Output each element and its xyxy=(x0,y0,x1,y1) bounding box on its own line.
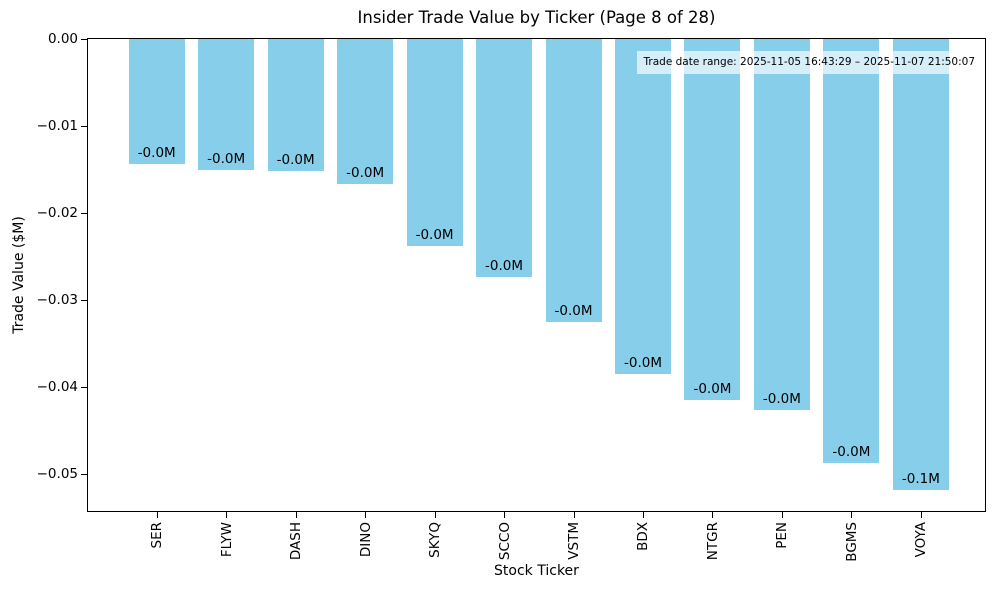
x-tick-label-scco: SCCO xyxy=(496,522,513,561)
trade-date-range-annotation: Trade date range: 2025-11-05 16:43:29 – … xyxy=(636,51,982,74)
bar-bdx xyxy=(614,39,671,374)
x-tick-label-dino: DINO xyxy=(357,522,374,558)
bar-value-label: -0.0M xyxy=(485,258,524,275)
x-tick-label-ntgr: NTGR xyxy=(704,522,721,561)
bar-value-label: -0.0M xyxy=(346,165,385,182)
y-axis-label: Trade Value ($M) xyxy=(11,216,27,334)
x-tick-label-vstm: VSTM xyxy=(566,522,583,560)
x-tick-mark xyxy=(781,512,783,518)
x-tick-label-pen: PEN xyxy=(774,522,791,549)
y-tick-mark xyxy=(81,386,87,388)
bar-value-label: -0.0M xyxy=(415,226,454,243)
bar-flyw xyxy=(198,39,255,171)
y-tick-mark xyxy=(81,473,87,475)
x-tick-label-bdx: BDX xyxy=(635,522,652,551)
x-tick-mark xyxy=(642,512,644,518)
y-tick-label: −0.01 xyxy=(36,117,78,134)
x-axis-label: Stock Ticker xyxy=(494,563,579,579)
x-tick-mark xyxy=(504,512,506,518)
y-tick-label: −0.04 xyxy=(36,378,78,395)
x-tick-label-ser: SER xyxy=(149,522,166,549)
y-tick-label: −0.02 xyxy=(36,204,78,221)
bar-value-label: -0.0M xyxy=(276,152,315,169)
x-tick-mark xyxy=(434,512,436,518)
x-tick-label-skyq: SKYQ xyxy=(427,522,444,558)
y-tick-mark xyxy=(81,125,87,127)
x-tick-mark xyxy=(156,512,158,518)
y-tick-label: −0.05 xyxy=(36,465,78,482)
plot-area: Trade date range: 2025-11-05 16:43:29 – … xyxy=(37,31,986,562)
x-tick-label-dash: DASH xyxy=(288,522,305,561)
bar-value-label: -0.0M xyxy=(693,380,732,397)
x-tick-label-bgms: BGMS xyxy=(843,522,860,562)
y-tick-mark xyxy=(81,299,87,301)
y-tick-label: 0.00 xyxy=(47,31,78,47)
x-tick-mark xyxy=(365,512,367,518)
y-tick-mark xyxy=(81,212,87,214)
bar-value-label: -0.0M xyxy=(137,145,176,162)
bar-bgms xyxy=(823,39,880,464)
bar-dash xyxy=(267,39,324,172)
bar-dino xyxy=(337,39,394,185)
bar-skyq xyxy=(406,39,463,246)
x-tick-mark xyxy=(851,512,853,518)
bar-value-label: -0.0M xyxy=(623,354,662,371)
y-tick-mark xyxy=(81,39,87,40)
x-tick-label-flyw: FLYW xyxy=(218,522,235,558)
bar-ntgr xyxy=(684,39,741,400)
x-tick-mark xyxy=(712,512,714,518)
chart-title: Insider Trade Value by Ticker (Page 8 of… xyxy=(357,8,716,27)
bar-value-label: -0.0M xyxy=(762,390,801,407)
bar-ser xyxy=(128,39,185,165)
bar-vstm xyxy=(545,39,602,322)
x-tick-mark xyxy=(295,512,297,518)
bar-value-label: -0.0M xyxy=(207,151,246,168)
bar-pen xyxy=(753,39,810,410)
x-tick-mark xyxy=(573,512,575,518)
x-tick-mark xyxy=(920,512,922,518)
x-tick-label-voya: VOYA xyxy=(913,522,930,558)
bar-value-label: -0.1M xyxy=(901,471,940,488)
y-tick-label: −0.03 xyxy=(36,291,78,308)
bar-voya xyxy=(892,39,949,491)
bar-scco xyxy=(476,39,533,278)
bar-value-label: -0.0M xyxy=(554,302,593,319)
x-tick-mark xyxy=(226,512,228,518)
bar-value-label: -0.0M xyxy=(832,444,871,461)
